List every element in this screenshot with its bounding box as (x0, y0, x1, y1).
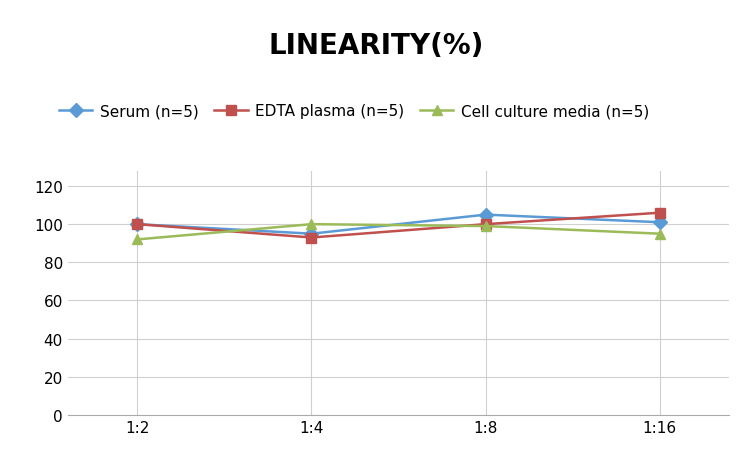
EDTA plasma (n=5) (481, 222, 490, 227)
Line: Serum (n=5): Serum (n=5) (132, 210, 665, 239)
Legend: Serum (n=5), EDTA plasma (n=5), Cell culture media (n=5): Serum (n=5), EDTA plasma (n=5), Cell cul… (53, 98, 656, 125)
Serum (n=5) (133, 222, 142, 227)
Cell culture media (n=5) (133, 237, 142, 243)
Serum (n=5) (655, 220, 664, 226)
Cell culture media (n=5) (307, 222, 316, 227)
EDTA plasma (n=5) (133, 222, 142, 227)
Serum (n=5) (481, 212, 490, 218)
Cell culture media (n=5) (655, 231, 664, 237)
Serum (n=5) (307, 231, 316, 237)
EDTA plasma (n=5) (655, 211, 664, 216)
Line: Cell culture media (n=5): Cell culture media (n=5) (132, 220, 665, 245)
Cell culture media (n=5) (481, 224, 490, 229)
Text: LINEARITY(%): LINEARITY(%) (268, 32, 484, 60)
EDTA plasma (n=5) (307, 235, 316, 241)
Line: EDTA plasma (n=5): EDTA plasma (n=5) (132, 208, 665, 243)
